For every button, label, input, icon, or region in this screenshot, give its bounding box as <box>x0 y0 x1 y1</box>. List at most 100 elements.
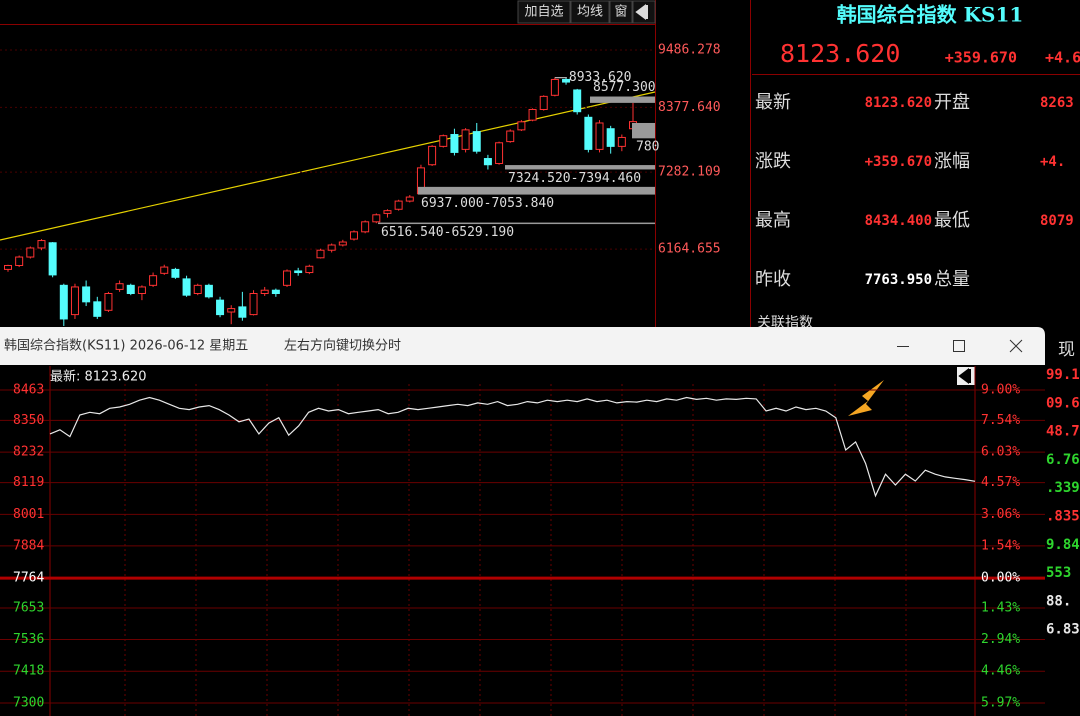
candle-body <box>227 308 236 313</box>
candle-body <box>115 283 124 290</box>
y-tick-label: 6164.655 <box>658 242 721 257</box>
candle-body <box>305 265 314 274</box>
side-value: 6.76 <box>1046 452 1080 468</box>
side-value: 553 <box>1046 565 1071 581</box>
y2-tick-label: 2.94% <box>981 632 1020 647</box>
gap-band <box>418 186 655 195</box>
candle-body <box>361 221 370 233</box>
quote-label: 总量 <box>934 269 970 290</box>
close-button[interactable] <box>1009 339 1023 353</box>
quote-value: 8123.620 <box>865 95 932 111</box>
window-title: 韩国综合指数(KS11) 2026-06-12 星期五 <box>4 339 248 354</box>
y2-tick-label: 7.54% <box>981 413 1020 428</box>
candle-body <box>372 214 381 223</box>
y2-tick-label: 0.00% <box>981 571 1020 586</box>
maximize-button[interactable] <box>953 340 965 352</box>
candle-body <box>149 275 158 286</box>
candle-body <box>216 299 225 316</box>
gap-label: 8577.300 <box>593 80 656 95</box>
side-value: 99.1 <box>1046 367 1080 383</box>
quote-value: +4. <box>1040 154 1065 170</box>
gap-band <box>632 122 655 139</box>
y2-tick-label: 4.46% <box>981 664 1020 679</box>
button-label[interactable]: 窗 <box>614 4 627 20</box>
gap-label: 7324.520-7394.460 <box>508 171 641 186</box>
candle-body <box>59 284 68 320</box>
title-bar <box>0 327 1045 365</box>
candle-body <box>249 293 258 316</box>
candle-body <box>182 278 191 296</box>
candle-body <box>349 231 358 240</box>
side-value: .835 <box>1046 509 1080 525</box>
candle-body <box>338 241 347 246</box>
gap-band <box>590 96 655 103</box>
candle-body <box>204 284 213 298</box>
quote-value: 8434.400 <box>865 213 932 229</box>
quote-label: 昨收 <box>755 269 791 290</box>
y2-tick-label: 6.03% <box>981 445 1020 460</box>
candle-body <box>82 286 91 303</box>
candle-body <box>70 286 79 316</box>
candle-body <box>316 249 325 259</box>
side-value: 88. <box>1046 593 1071 609</box>
gap-label: 6516.540-6529.190 <box>381 225 514 240</box>
quote-label: 最新 <box>755 92 791 113</box>
y-tick-label: 8350 <box>13 413 44 428</box>
candle-body <box>126 284 135 295</box>
button-label[interactable]: 均线 <box>577 5 603 20</box>
quote-pct: +4.6 <box>1045 49 1080 67</box>
y2-tick-label: 4.57% <box>981 475 1020 490</box>
button[interactable] <box>609 0 633 24</box>
candle-body <box>539 95 548 110</box>
candle-body <box>495 142 504 164</box>
candle-body <box>37 240 46 249</box>
candle-body <box>48 242 57 276</box>
candle-body <box>562 78 571 83</box>
candle-body <box>584 116 593 150</box>
y-tick-label: 7300 <box>13 696 44 711</box>
y2-tick-label: 1.54% <box>981 538 1020 553</box>
quote-title: 韩国综合指数 KS11 <box>837 3 1024 27</box>
quote-change: +359.670 <box>945 49 1017 67</box>
button-label[interactable]: 加自选 <box>524 5 563 20</box>
window-body <box>0 327 1045 716</box>
trend-line <box>0 91 656 241</box>
y2-tick-label: 9.00% <box>981 383 1020 398</box>
candle-body <box>472 131 481 152</box>
side-value: 48.7 <box>1046 424 1080 440</box>
button[interactable] <box>517 0 571 24</box>
candle-body <box>260 289 269 295</box>
candle-body <box>137 286 146 295</box>
quote-label: 涨跌 <box>755 151 791 172</box>
quote-value: +359.670 <box>865 154 932 170</box>
quote-value: 8263 <box>1040 95 1074 111</box>
candle-body <box>550 78 559 96</box>
window: 韩国综合指数(KS11) 2026-06-12 星期五 左右方向键切换分时 最新… <box>0 327 1045 716</box>
quote-label: 最高 <box>755 210 791 231</box>
y-tick-label: 8377.640 <box>658 100 721 115</box>
candle-body <box>617 136 626 147</box>
candle-body <box>238 306 247 318</box>
side-value: .339 <box>1046 480 1080 496</box>
candle-body <box>483 158 492 166</box>
candle-body <box>271 289 280 295</box>
quote-label: 最低 <box>934 210 970 231</box>
candle-body <box>450 134 459 153</box>
collapse-icon[interactable] <box>635 4 648 20</box>
quote-price: 8123.620 <box>780 39 900 68</box>
y2-tick-label: 3.06% <box>981 507 1020 522</box>
cut-label: 780 <box>636 140 659 155</box>
candle-body <box>4 264 12 270</box>
candle-body <box>394 200 403 210</box>
button[interactable] <box>570 0 610 24</box>
return-icon[interactable] <box>958 368 971 384</box>
y-tick-label: 8119 <box>13 475 44 490</box>
candle-body <box>606 128 615 147</box>
y-tick-label: 8232 <box>13 445 44 460</box>
quote-label: 开盘 <box>934 92 970 113</box>
candle-chart: 9486.278 8377.640 7282.109 6164.655 8577.300… <box>0 42 721 326</box>
candle-body <box>383 210 392 214</box>
gap-label: 6937.000-7053.840 <box>421 196 554 211</box>
y-tick-label: 7536 <box>13 632 44 647</box>
